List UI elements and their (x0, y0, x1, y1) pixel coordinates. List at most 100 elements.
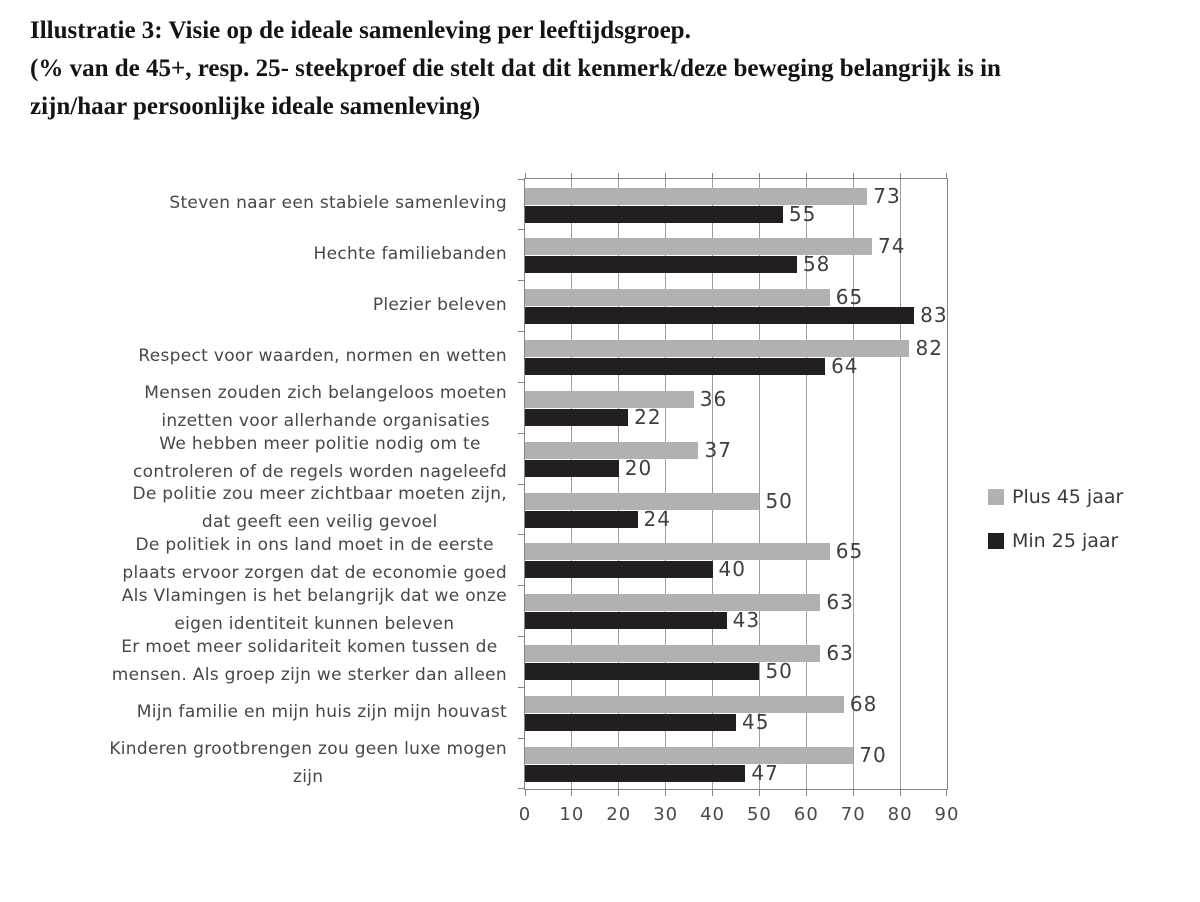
category-label-line: We hebben meer politie nodig om te (159, 433, 481, 454)
category-label: Plezier beleven (30, 280, 510, 331)
category-label: Kinderen grootbrengen zou geen luxe moge… (30, 737, 510, 788)
category-label-text: Als Vlamingen is het belangrijk dat we o… (122, 582, 510, 638)
x-axis-tick-label: 90 (934, 804, 960, 825)
bar-value-label: 40 (718, 557, 746, 582)
category-label-line: Respect voor waarden, normen en wetten (138, 345, 507, 366)
x-axis-tick-label: 20 (606, 804, 632, 825)
bar-min25 (525, 713, 736, 731)
axis-tick-left (518, 686, 525, 688)
bar-value-label: 65 (835, 285, 864, 310)
category-label-line: zijn (292, 766, 324, 787)
category-label-line: De politie zou meer zichtbaar moeten zij… (132, 484, 507, 505)
axis-tick-top (899, 173, 901, 179)
x-axis-tick-label: 10 (559, 804, 585, 825)
bar-min25 (525, 307, 915, 325)
axis-tick-left (518, 483, 525, 485)
gridline (571, 179, 573, 789)
bar-plus45 (525, 746, 854, 764)
bar-value-label: 82 (915, 336, 943, 360)
figure-title-line-3: zijn/haar persoonlijke ideale samenlevin… (30, 93, 481, 120)
bar-plus45 (525, 289, 830, 307)
bar-value-label: 63 (826, 641, 854, 665)
axis-tick-bottom (805, 789, 807, 796)
axis-tick-top (852, 173, 854, 179)
category-label-line: controleren of de regels worden nageleef… (133, 461, 507, 482)
category-label-line: eigen identiteit kunnen beleven (174, 614, 455, 635)
axis-tick-left (518, 381, 525, 383)
legend-swatch-min25-icon (988, 533, 1004, 549)
category-label-line: Steven naar een stabiele samenleving (169, 193, 507, 214)
category-label-text: De politiek in ons land moet in de eerst… (122, 531, 510, 587)
gridline (618, 179, 620, 789)
category-label: Er moet meer solidariteit komen tussen d… (30, 636, 510, 687)
category-label-line: De politiek in ons land moet in de eerst… (135, 535, 494, 556)
bar-value-label: 83 (920, 303, 948, 328)
axis-tick-top (524, 173, 526, 179)
bar-value-label: 47 (751, 760, 779, 785)
category-label: Als Vlamingen is het belangrijk dat we o… (30, 585, 510, 636)
category-label-text: Hechte familiebanden (314, 240, 511, 268)
category-label-text: Mijn familie en mijn huis zijn mijn houv… (137, 698, 510, 726)
x-axis-tick-label: 80 (887, 804, 913, 825)
gridline (712, 179, 714, 789)
bar-value-label: 58 (802, 252, 831, 277)
category-labels: Steven naar een stabiele samenleving Hech… (30, 178, 510, 790)
bar-plus45 (525, 441, 699, 459)
x-axis-tick-label: 30 (653, 804, 679, 825)
category-label-text: Mensen zouden zich belangeloos moeten inz… (144, 379, 510, 435)
legend-label-min25: Min 25 jaar (1012, 530, 1119, 552)
bar-plus45 (525, 390, 694, 408)
bar-value-label: 65 (835, 539, 864, 564)
category-label-line: Mensen zouden zich belangeloos moeten (144, 382, 507, 403)
axis-tick-bottom (758, 789, 760, 796)
category-label-line: inzetten voor allerhande organisaties (161, 410, 490, 431)
x-axis-tick-label: 60 (793, 804, 819, 825)
figure-title: Illustratie 3: Visie op de ideale samenl… (30, 12, 1195, 126)
bar-value-label: 64 (831, 354, 859, 378)
axis-tick-left (518, 534, 525, 536)
category-label-line: Hechte familiebanden (313, 244, 507, 265)
figure-title-line-2: (% van de 45+, resp. 25- steekproef die … (30, 55, 1001, 82)
legend-entry-plus45: Plus 45 jaar (988, 486, 1123, 508)
category-label-line: mensen. Als groep zijn we sterker dan al… (111, 664, 507, 685)
axis-tick-left (518, 331, 525, 332)
bar-plus45 (525, 695, 844, 713)
axis-tick-left (518, 178, 525, 180)
legend-label-plus45: Plus 45 jaar (1012, 486, 1124, 508)
bar-value-label: 74 (877, 234, 906, 259)
gridline (805, 179, 807, 789)
axis-tick-left (518, 636, 525, 637)
bar-min25 (525, 408, 629, 426)
bar-min25 (525, 256, 797, 274)
category-label-line: plaats ervoor zorgen dat de economie goe… (122, 563, 507, 584)
category-label: De politie zou meer zichtbaar moeten zij… (30, 483, 510, 534)
axis-tick-left (518, 585, 525, 587)
plot-area: 73 55 74 58 65 83 82 64 36 22 37 20 50 24 65 40 63 43 63 50… (518, 173, 948, 796)
bar-value-label: 70 (859, 742, 887, 767)
axis-tick-left (518, 787, 525, 789)
x-axis-tick-label: 70 (840, 804, 866, 825)
bar-min25 (525, 561, 713, 579)
gridline (899, 179, 901, 789)
bar-min25 (525, 205, 783, 223)
axis-tick-top (665, 173, 667, 179)
bar-value-label: 37 (704, 437, 732, 462)
axis-tick-top (618, 173, 620, 179)
axis-tick-top (712, 173, 714, 179)
axis-tick-bottom (712, 789, 714, 796)
axis-tick-bottom (899, 789, 901, 796)
category-label-text: Plezier beleven (373, 291, 510, 319)
legend-entry-min25: Min 25 jaar (988, 530, 1123, 552)
bar-value-label: 43 (732, 608, 761, 633)
gridline (758, 179, 760, 789)
bar-plus45 (525, 645, 821, 662)
bar-min25 (525, 510, 638, 528)
category-label: De politiek in ons land moet in de eerst… (30, 534, 510, 585)
legend: Plus 45 jaar Min 25 jaar (988, 486, 1123, 574)
category-label: Mensen zouden zich belangeloos moeten inz… (30, 381, 510, 432)
bar-plus45 (525, 492, 760, 510)
bar-value-label: 20 (624, 455, 653, 480)
category-label-text: We hebben meer politie nodig om te contro… (133, 430, 510, 486)
category-label-text: Steven naar een stabiele samenleving (169, 189, 510, 217)
bar-plus45 (525, 187, 868, 205)
